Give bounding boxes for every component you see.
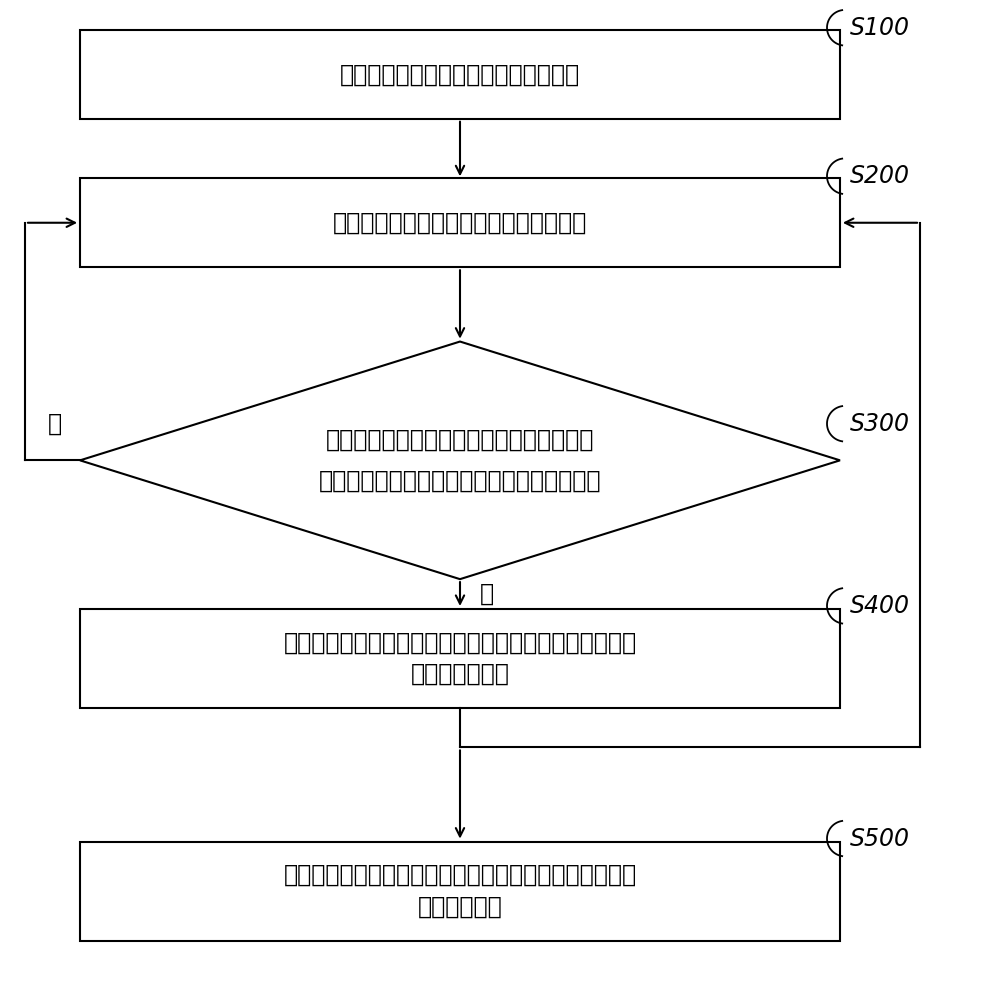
Text: 是: 是 bbox=[480, 582, 494, 606]
Text: 判断第一多边形列表中的第一多边形是否与: 判断第一多边形列表中的第一多边形是否与 bbox=[326, 428, 594, 451]
Text: 目标第一多边形: 目标第一多边形 bbox=[411, 662, 509, 686]
Text: S400: S400 bbox=[850, 594, 910, 618]
Text: 将所述最终的第一多边形列表中的各个第一多边形被标注: 将所述最终的第一多边形列表中的各个第一多边形被标注 bbox=[283, 863, 637, 887]
Text: 第二多边形列表中的任一第二多边形存在重叠: 第二多边形列表中的任一第二多边形存在重叠 bbox=[319, 469, 601, 493]
Text: 获取表征感兴趣区域的第一多边形列表: 获取表征感兴趣区域的第一多边形列表 bbox=[340, 62, 580, 86]
Text: S300: S300 bbox=[850, 412, 910, 436]
Text: S500: S500 bbox=[850, 827, 910, 850]
Bar bbox=[80, 842, 840, 940]
Text: 为可行驶区域: 为可行驶区域 bbox=[418, 895, 502, 919]
Text: 获取表征不可行驶区域的第二多边形列表: 获取表征不可行驶区域的第二多边形列表 bbox=[333, 211, 587, 235]
Bar bbox=[80, 30, 840, 119]
Bar bbox=[80, 178, 840, 267]
Text: S100: S100 bbox=[850, 16, 910, 40]
Text: 否: 否 bbox=[48, 412, 62, 436]
Text: 生成新的第一多边形替换掉第一多边形列表中存在重叠的: 生成新的第一多边形替换掉第一多边形列表中存在重叠的 bbox=[283, 631, 637, 654]
Text: S200: S200 bbox=[850, 164, 910, 188]
Bar bbox=[80, 609, 840, 708]
Polygon shape bbox=[80, 342, 840, 579]
